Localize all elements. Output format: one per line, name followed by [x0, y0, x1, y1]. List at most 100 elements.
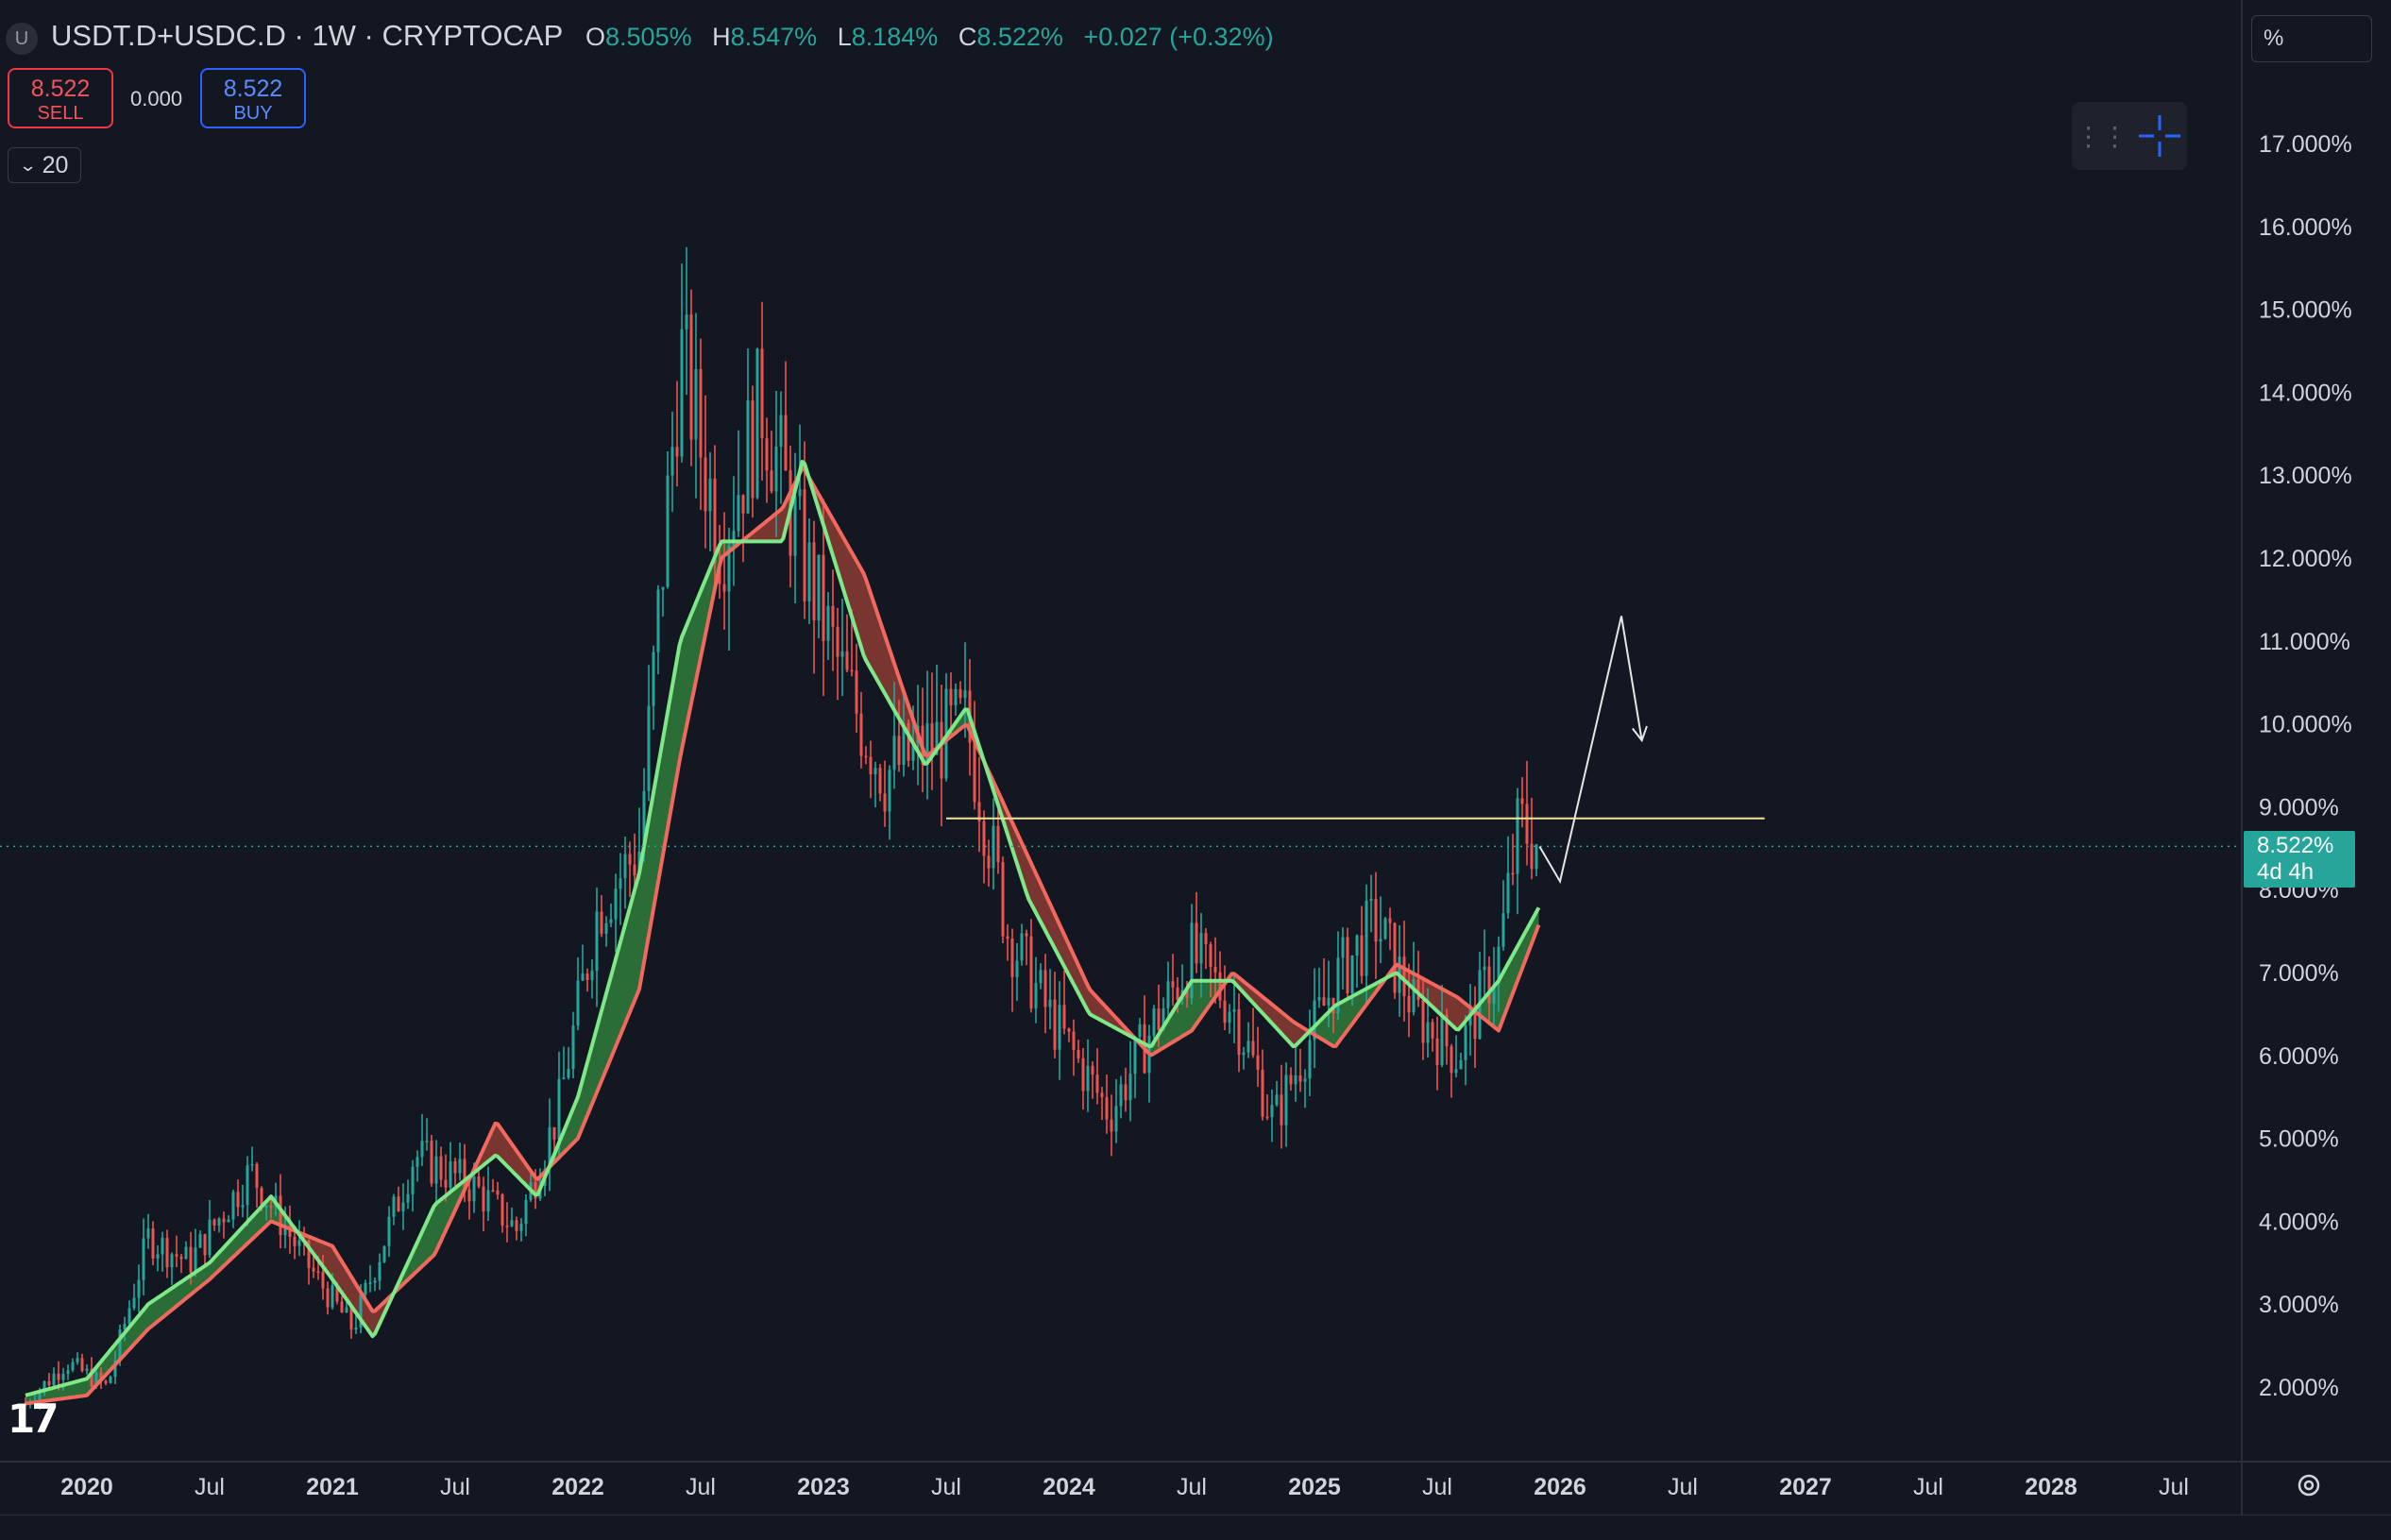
ribbon-segment [240, 1227, 243, 1251]
indicators-collapse-button[interactable]: ⌄ 20 [8, 147, 81, 183]
candle-body [137, 1279, 141, 1298]
ribbon-segment [141, 1310, 144, 1337]
candle-body [864, 755, 868, 758]
candle-body [246, 1165, 249, 1206]
x-tick-label: 2020 [60, 1474, 113, 1500]
candle-body [94, 1372, 98, 1387]
ribbon-segment [344, 1265, 347, 1300]
ribbon-segment [1354, 993, 1357, 1021]
candle-body [241, 1205, 245, 1208]
ribbon-segment [110, 1346, 113, 1370]
ribbon-segment [429, 1211, 432, 1261]
candle-body [670, 447, 674, 476]
ribbon-segment [106, 1352, 109, 1376]
candle-body [345, 1307, 348, 1313]
ribbon-segment [446, 1193, 449, 1231]
ribbon-segment [1277, 1007, 1280, 1031]
ribbon-segment [602, 1002, 604, 1081]
axis-mode-field[interactable]: % [2251, 15, 2372, 62]
sell-button[interactable]: 8.522 SELL [8, 68, 113, 128]
candle-body [689, 314, 693, 440]
candle-body [194, 1247, 197, 1273]
low-label: L [837, 23, 852, 51]
crosshair-icon[interactable] [2135, 111, 2184, 161]
candle-body [467, 1189, 471, 1202]
ribbon-segment [243, 1224, 246, 1248]
ribbon-segment [627, 907, 630, 1018]
candle-body [165, 1237, 169, 1268]
candle-body [581, 973, 585, 981]
candle-body [1072, 1031, 1076, 1051]
ribbon-segment [630, 898, 633, 1012]
candle-body [222, 1218, 226, 1223]
ribbon-segment [153, 1299, 156, 1326]
ribbon-segment [847, 544, 850, 610]
ribbon-segment [585, 1062, 587, 1122]
ribbon-segment [342, 1261, 345, 1296]
candle-body [652, 652, 655, 706]
y-tick-label: 9.000% [2259, 794, 2339, 821]
ribbon-segment [1269, 1002, 1272, 1024]
candle-body [571, 1025, 575, 1070]
candle-body [269, 1205, 273, 1208]
ribbon-segment [1071, 950, 1074, 985]
buy-button[interactable]: 8.522 BUY [200, 68, 306, 128]
ribbon-segment [578, 1088, 581, 1139]
candle-body [1459, 1059, 1463, 1070]
candle-body [760, 348, 764, 439]
ribbon-segment [632, 889, 635, 1007]
ribbon-segment [214, 1255, 217, 1276]
ribbon-segment [178, 1281, 181, 1305]
candle-body [661, 586, 665, 590]
candle-body [770, 470, 773, 492]
candle-body [118, 1329, 122, 1361]
ribbon-segment [334, 1249, 337, 1286]
candle-body [66, 1370, 70, 1375]
symbol-title[interactable]: USDT.D+USDC.D · 1W · CRYPTOCAP [51, 19, 564, 52]
moving-averages [25, 460, 1541, 1406]
candle-body [1048, 999, 1052, 1007]
candle-body [567, 1069, 570, 1078]
candle-body [1067, 1028, 1071, 1032]
ribbon-segment [1090, 990, 1093, 1016]
ribbon-segment [79, 1379, 82, 1396]
ribbon-segment [417, 1237, 420, 1271]
ribbon-segment [665, 712, 668, 842]
gear-icon[interactable] [2295, 1471, 2323, 1499]
candle-body [1086, 1065, 1090, 1092]
candle-body [425, 1141, 429, 1142]
y-tick-label: 2.000% [2259, 1375, 2339, 1401]
candle-body [458, 1159, 462, 1174]
ribbon-segment [880, 621, 883, 690]
candle-body [940, 721, 943, 779]
candle-body [977, 802, 981, 821]
ribbon-segment [512, 1143, 515, 1174]
candle-body [1270, 1105, 1274, 1117]
candle-body [1001, 862, 1005, 937]
y-tick-label: 5.000% [2259, 1126, 2339, 1153]
tradingview-logo[interactable]: 17 [8, 1396, 59, 1442]
ribbon-segment [348, 1273, 351, 1307]
candle-body [907, 722, 910, 761]
floating-toolbar[interactable]: ⋮⋮ [2072, 102, 2187, 170]
ribbon-segment [653, 779, 656, 909]
ribbon-segment [422, 1227, 425, 1267]
ribbon-segment [592, 1036, 595, 1105]
ribbon-segment [174, 1284, 177, 1309]
candle-body [368, 1282, 372, 1284]
candle-body [1402, 956, 1406, 996]
candle-body [1388, 918, 1392, 923]
candle-body [845, 651, 849, 670]
candle-body [1204, 933, 1208, 945]
ribbon-segment [517, 1150, 519, 1178]
ribbon-segment [1179, 995, 1182, 1039]
ribbon-segment [370, 1307, 373, 1337]
high-label: H [712, 23, 731, 51]
ribbon-segment [372, 1311, 375, 1337]
ribbon-segment [660, 738, 663, 869]
ribbon-segment [1057, 919, 1060, 958]
symbol-icon[interactable]: U [6, 23, 38, 55]
drag-handle-icon[interactable]: ⋮⋮ [2075, 121, 2128, 151]
x-tick-label: Jul [1668, 1474, 1698, 1500]
